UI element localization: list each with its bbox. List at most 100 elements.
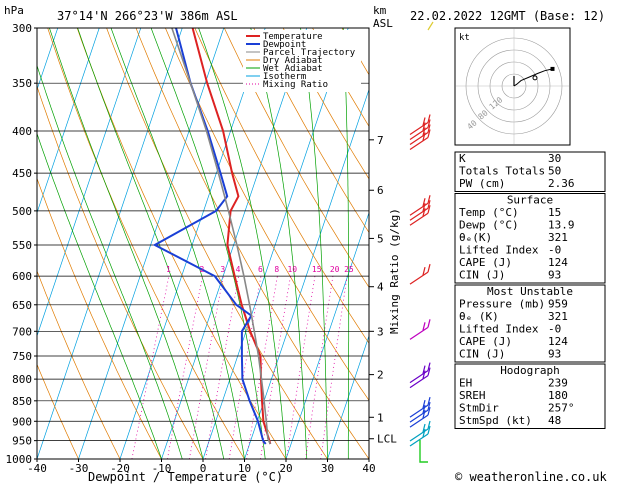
- wind-barb-feather: [427, 367, 431, 376]
- wind-barb-feather: [427, 263, 431, 273]
- pressure-tick-label: 800: [12, 373, 32, 386]
- stats-label: CIN (J): [459, 348, 505, 361]
- wind-barb: [409, 212, 429, 226]
- stats-section-box: [454, 193, 606, 284]
- mixing-ratio-label: 20: [330, 265, 340, 274]
- stats-section-box: [454, 151, 606, 192]
- wind-barb-feather: [422, 203, 426, 212]
- legend-entry: Dewpoint: [263, 40, 306, 50]
- pressure-tick-label: 300: [12, 22, 32, 35]
- km-tick-label: LCL: [377, 433, 397, 446]
- series-temperature: [191, 28, 272, 445]
- storm-motion-marker: [532, 75, 538, 81]
- mixing-ratio-label: 4: [236, 265, 241, 274]
- wind-barb: [409, 370, 429, 384]
- isotherm-line: [37, 28, 100, 214]
- stats-label: CAPE (J): [459, 335, 512, 348]
- wind-barb-feather: [422, 428, 426, 438]
- stats-label: StmDir: [459, 402, 499, 415]
- location-label: 37°14'N 266°23'W 386m ASL: [57, 9, 238, 23]
- stats-section-title: Hodograph: [500, 364, 560, 377]
- km-tick-label: 6: [377, 184, 384, 197]
- wind-barb: [409, 326, 429, 340]
- km-label: km: [373, 4, 387, 17]
- wind-barb-feather: [422, 127, 426, 136]
- stats-label: StmSpd (kt): [459, 414, 532, 427]
- stats-value: 959: [548, 298, 568, 311]
- temp-tick-label: 30: [321, 462, 334, 475]
- legend-entry: Wet Adiabat: [263, 64, 323, 74]
- wind-barb: [409, 414, 429, 428]
- mixing-ratio-label: 2: [200, 265, 205, 274]
- wind-barb-feather: [422, 405, 426, 414]
- wind-barb-feather: [427, 425, 431, 435]
- wind-barb-feather: [422, 400, 426, 409]
- wind-barb-feather: [422, 208, 426, 217]
- wind-barb-feather: [427, 402, 431, 411]
- wind-barb: [409, 271, 429, 285]
- stats-label: θₑ(K): [459, 231, 492, 244]
- mixing-ratio-label: 10: [287, 265, 297, 274]
- wind-barb-feather: [422, 266, 426, 276]
- stats-label: SREH: [459, 389, 486, 402]
- temp-tick-label: 40: [362, 462, 375, 475]
- stats-section-box: [454, 363, 606, 429]
- mixing-ratio-label: 8: [274, 265, 279, 274]
- mixing-ratio-label: 3: [220, 265, 225, 274]
- wind-barb-feather: [422, 365, 426, 374]
- hodograph-frame: [454, 27, 571, 146]
- isotherm-line: [78, 28, 225, 459]
- stats-label: Pressure (mb): [459, 298, 545, 311]
- legend-entry: Temperature: [263, 32, 323, 42]
- km-tick-label: 4: [377, 281, 384, 294]
- pressure-tick-label: 350: [12, 77, 32, 90]
- wind-barb: [409, 131, 429, 145]
- isotherm-line: [37, 28, 142, 337]
- wind-barb-feather: [427, 407, 431, 416]
- stats-label: CIN (J): [459, 269, 505, 282]
- stats-label: EH: [459, 377, 472, 390]
- pressure-tick-label: 450: [12, 167, 32, 180]
- stats-label: θₑ (K): [459, 310, 499, 323]
- legend-entry: Isotherm: [263, 72, 306, 82]
- temperature-axis: -40 -30 -20 -10 0 10 20 30 40: [27, 459, 376, 475]
- pressure-tick-label: 900: [12, 415, 32, 428]
- top-wind-marker: [427, 21, 434, 31]
- stats-value: 321: [548, 231, 568, 244]
- pressure-tick-label: 950: [12, 435, 32, 448]
- km-tick-label: 7: [377, 134, 384, 147]
- hodograph-line: [513, 68, 553, 87]
- wind-barb-feather: [427, 397, 431, 406]
- isotherm-line: [327, 334, 369, 459]
- stats-value: 93: [548, 348, 561, 361]
- stats-label: Dewp (°C): [459, 219, 519, 232]
- wind-barb-feather: [427, 119, 431, 128]
- wind-barb-feather: [422, 117, 426, 126]
- stats-section-box: [454, 284, 606, 363]
- dry-adiabat-line: [37, 270, 121, 459]
- pressure-unit-label: hPa: [4, 4, 24, 17]
- wind-barb-feather: [427, 124, 431, 133]
- temp-tick-label: 10: [238, 462, 251, 475]
- legend-background: [243, 30, 361, 92]
- mixing-axis-title: Mixing Ratio (g/kg): [388, 208, 401, 334]
- wet-adiabat-line: [37, 64, 183, 459]
- hodograph-end-marker: [550, 66, 555, 71]
- valid-time-label: 22.02.2022 12GMT (Base: 12): [410, 9, 605, 23]
- temp-tick-label: -20: [110, 462, 130, 475]
- stats-label: Temp (°C): [459, 206, 519, 219]
- wind-barb-feather: [427, 205, 431, 214]
- wind-barb: [409, 207, 429, 221]
- stats-value: 93: [548, 269, 561, 282]
- stats-value: -0: [548, 244, 561, 257]
- wind-barb-feather: [422, 122, 426, 131]
- isotherm-line: [0, 0, 38, 459]
- mixing-ratio-line: [131, 276, 170, 459]
- stats-value: 257°: [548, 402, 575, 415]
- plot-frame: [36, 27, 370, 460]
- stats-label: PW (cm): [459, 177, 505, 190]
- km-tick-label: 3: [377, 325, 384, 338]
- dry-adiabat-line: [37, 85, 204, 459]
- pressure-tick-label: 550: [12, 239, 32, 252]
